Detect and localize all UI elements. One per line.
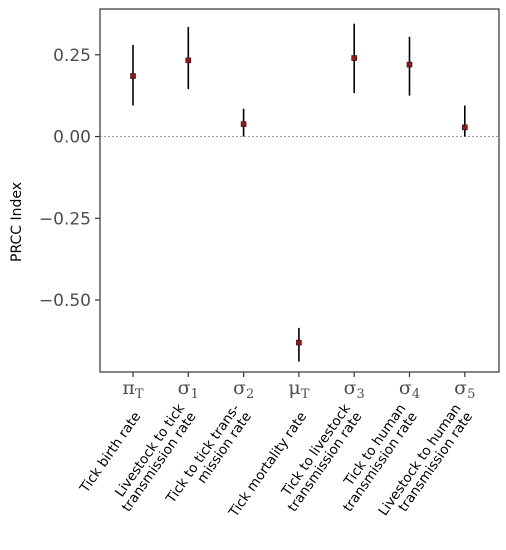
plot-panel xyxy=(99,8,500,373)
x-tick-label: σ4 xyxy=(399,377,420,402)
data-point xyxy=(351,55,358,61)
x-category-label: Livestock to ticktransmission rate xyxy=(107,401,199,515)
x-tick-label: σ3 xyxy=(344,377,365,402)
y-tick-label: 0.00 xyxy=(53,128,91,148)
x-tick-label: σ1 xyxy=(178,377,199,402)
data-point xyxy=(240,121,247,127)
data-point xyxy=(185,57,192,64)
data-point xyxy=(130,73,136,79)
x-tick-label: σ2 xyxy=(233,377,254,402)
x-tick-label: μT xyxy=(288,377,309,402)
y-axis-ticks: 0.25 0.00 −0.25 −0.50 xyxy=(39,46,100,311)
data-point xyxy=(296,339,302,346)
data-point xyxy=(461,124,468,131)
y-tick-label: −0.25 xyxy=(39,209,91,229)
y-axis-label: PRCC Index xyxy=(9,182,25,262)
x-tick-label: πT xyxy=(122,377,144,402)
y-tick-label: 0.25 xyxy=(53,46,91,66)
points-layer xyxy=(130,55,468,346)
x-axis-ticks: πT σ1 σ2 μT σ3 σ4 σ5 xyxy=(122,372,475,402)
x-tick-label: σ5 xyxy=(454,377,475,402)
data-point xyxy=(406,61,413,68)
y-tick-label: −0.50 xyxy=(39,291,91,311)
